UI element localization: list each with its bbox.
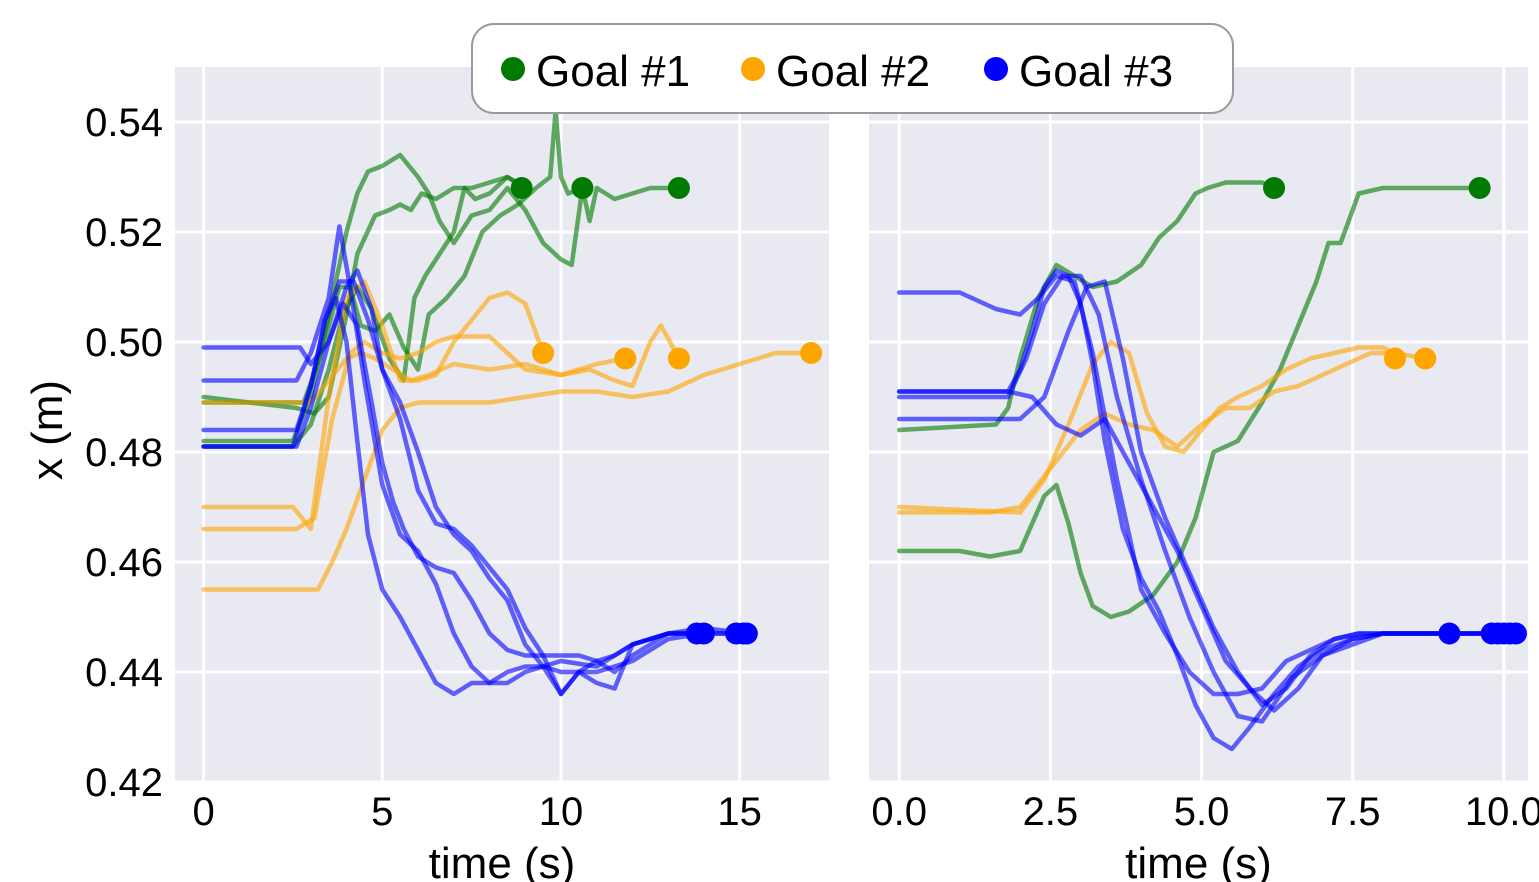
- x-tick-label: 10.0: [1465, 790, 1539, 834]
- legend-label: Goal #3: [1019, 47, 1173, 96]
- legend-label: Goal #1: [536, 47, 690, 96]
- trajectory-goal-2: [896, 339, 1398, 515]
- legend-marker: [984, 57, 1008, 81]
- trajectory-goal-1: [201, 174, 528, 416]
- endpoint-goal-1: [510, 177, 533, 199]
- endpoint-goal-3: [735, 622, 758, 645]
- endpoint-goal-2: [800, 342, 823, 364]
- endpoint-goal-1: [1263, 177, 1286, 199]
- legend-label: Goal #2: [776, 47, 930, 96]
- endpoint-goal-2: [532, 342, 555, 364]
- endpoint-goal-3: [1504, 622, 1527, 645]
- x-tick-label: 5.0: [1174, 790, 1230, 834]
- trajectory-goal-1: [896, 185, 1482, 620]
- trajectory-goal-1: [201, 152, 585, 444]
- x-tick-label: 7.5: [1325, 790, 1381, 834]
- endpoint-goal-2: [667, 347, 690, 370]
- x-tick-label: 0: [192, 790, 214, 834]
- trajectory-goal-2: [896, 350, 1428, 515]
- y-tick-label: 0.48: [85, 431, 163, 475]
- y-tick-label: 0.46: [85, 541, 163, 585]
- endpoint-goal-2: [614, 347, 637, 370]
- x-axis-label: time (s): [1125, 839, 1272, 882]
- right-panel: 0.0 2.5 5.0 7.5 10.0 time (s): [869, 67, 1539, 882]
- endpoint-goal-2: [1383, 347, 1406, 370]
- y-tick-label: 0.54: [85, 101, 163, 145]
- trajectory-goal-2: [201, 350, 814, 592]
- plot-area-left: [175, 67, 829, 782]
- legend-frame: [471, 23, 1234, 114]
- y-tick-label: 0.50: [85, 321, 163, 365]
- legend-marker: [741, 57, 765, 81]
- trajectory-goal-3: [896, 273, 1513, 724]
- trajectory-goal-1: [201, 174, 528, 449]
- trajectory-goal-1: [201, 108, 682, 405]
- x-tick-label: 10: [539, 790, 584, 834]
- x-tick-label: 5: [371, 790, 393, 834]
- trajectory-goal-3: [201, 224, 707, 686]
- trajectory-goal-3: [201, 268, 750, 697]
- trajectory-goal-3: [896, 268, 1507, 752]
- legend-marker: [501, 57, 525, 81]
- endpoint-goal-2: [1414, 347, 1437, 370]
- x-tick-label: 15: [717, 790, 762, 834]
- trajectory-goal-3: [201, 279, 742, 697]
- trajectory-goal-1: [896, 180, 1277, 433]
- x-tick-label: 2.5: [1023, 790, 1079, 834]
- trajectory-goal-3: [896, 389, 1507, 713]
- trajectory-goal-2: [201, 334, 628, 532]
- left-panel: 0 5 10 15 0.42 0.44 0.46 0.48 0.50 0.52 0.54 time (…: [85, 67, 829, 882]
- trajectory-goal-3: [201, 295, 742, 697]
- y-tick-label: 0.44: [85, 651, 163, 695]
- endpoint-goal-1: [1468, 177, 1491, 199]
- legend: Goal #1 Goal #2 Goal #3: [471, 23, 1234, 114]
- y-tick-label: 0.52: [85, 211, 163, 255]
- x-axis-label: time (s): [429, 839, 576, 882]
- y-axis-label: x (m): [23, 380, 72, 480]
- endpoint-goal-1: [571, 177, 594, 199]
- x-tick-label: 0.0: [871, 790, 927, 834]
- y-tick-label: 0.42: [85, 761, 163, 805]
- endpoint-goal-1: [667, 177, 690, 199]
- endpoint-goal-3: [692, 622, 715, 645]
- endpoint-goal-3: [1438, 622, 1461, 645]
